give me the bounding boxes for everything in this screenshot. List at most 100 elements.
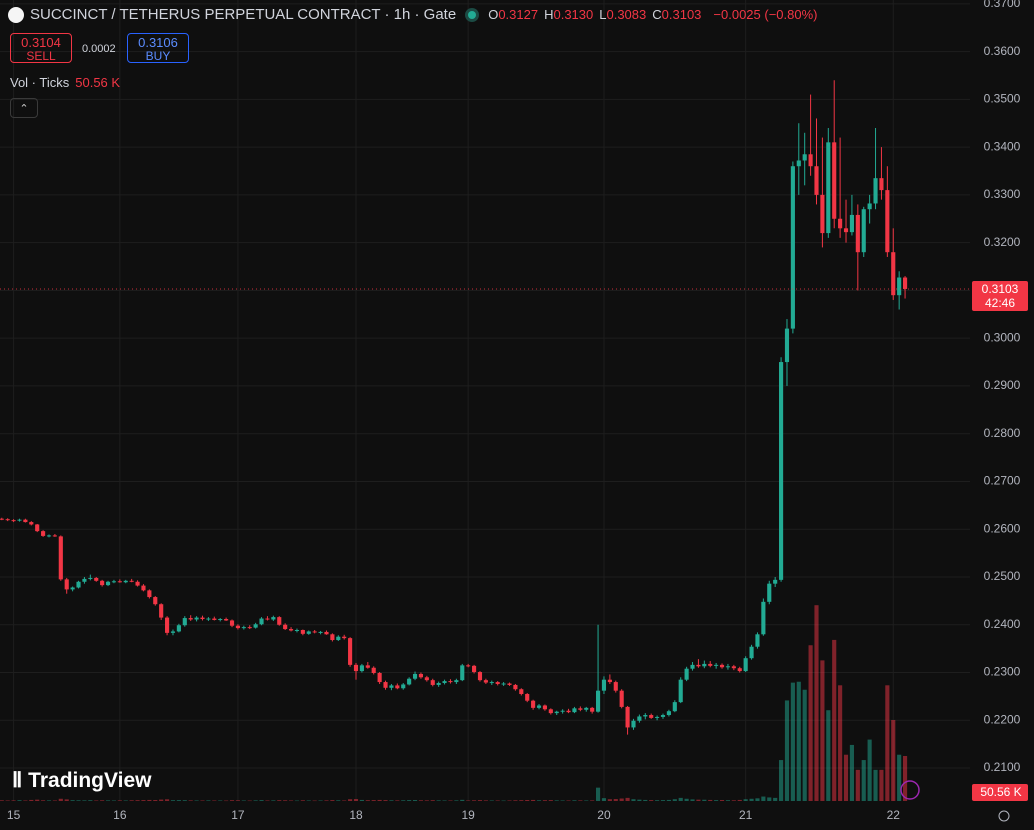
volume-bar xyxy=(52,800,57,801)
candle-body xyxy=(536,705,542,708)
candle-body xyxy=(525,694,530,701)
candle-body xyxy=(218,619,223,621)
symbol-title[interactable]: SUCCINCT / TETHERUS PERPETUAL CONTRACT ·… xyxy=(30,6,457,23)
volume-legend-value: 50.56 K xyxy=(75,75,121,90)
candle-body xyxy=(719,664,725,668)
volume-bar xyxy=(660,800,666,801)
sell-button[interactable]: 0.3104 SELL xyxy=(10,33,72,63)
candle-body xyxy=(649,715,654,718)
candle-body xyxy=(843,228,849,233)
volume-bar xyxy=(430,800,435,801)
volume-bar xyxy=(784,700,790,801)
candle-body xyxy=(873,178,878,204)
volume-bar xyxy=(725,800,731,801)
volume-bar xyxy=(64,799,69,801)
legend-value: 0.3083 xyxy=(606,7,647,22)
collapse-button[interactable]: ⌃ xyxy=(10,98,38,118)
candle-body xyxy=(141,585,146,591)
volume-bar xyxy=(897,754,902,801)
volume-bar xyxy=(247,800,252,802)
legend-key: L xyxy=(599,7,607,22)
volume-bar xyxy=(359,799,364,801)
candle-body xyxy=(566,710,571,713)
candle-body xyxy=(832,142,837,219)
candle-body xyxy=(123,580,128,583)
y-tick-label: 0.2400 xyxy=(984,617,1021,631)
volume-bar xyxy=(159,799,164,801)
candle-body xyxy=(601,679,607,691)
y-tick-label: 0.2700 xyxy=(984,474,1021,488)
settings-button[interactable] xyxy=(998,810,1010,822)
candle-body xyxy=(595,690,601,712)
change: −0.0025 (−0.80%) xyxy=(713,7,818,22)
candle-body xyxy=(519,689,524,695)
candle-body xyxy=(442,681,447,684)
last-price-label: 0.3103 xyxy=(982,282,1019,296)
buy-button[interactable]: 0.3106 BUY xyxy=(127,33,189,63)
volume-bar xyxy=(82,800,87,801)
candle-body xyxy=(672,702,677,712)
legend-item: H0.3130 xyxy=(544,7,593,22)
candle-body xyxy=(714,664,719,666)
volume-bar xyxy=(312,800,317,802)
volume-bar xyxy=(353,799,359,801)
candle-body xyxy=(176,625,181,632)
candle-body xyxy=(424,677,429,681)
volume-bar xyxy=(206,800,211,801)
y-tick-label: 0.2800 xyxy=(984,426,1021,440)
volume-bar xyxy=(643,799,648,801)
candle-body xyxy=(418,673,424,678)
legend-key: C xyxy=(652,7,662,22)
candle-body xyxy=(389,685,394,688)
volume-bar xyxy=(743,799,748,801)
x-tick-label: 21 xyxy=(739,808,753,822)
x-tick-label: 16 xyxy=(113,808,127,822)
candle-body xyxy=(430,680,435,685)
volume-bar xyxy=(283,800,288,801)
candle-body xyxy=(790,166,795,329)
candle-body xyxy=(477,672,483,681)
candle-body xyxy=(448,681,453,683)
candle-body xyxy=(70,587,75,590)
volume-bar xyxy=(607,799,612,801)
candle-body xyxy=(655,716,660,718)
candle-body xyxy=(773,579,778,584)
y-tick-label: 0.3200 xyxy=(984,235,1021,249)
volume-bar xyxy=(879,769,884,801)
x-tick-label: 19 xyxy=(461,808,475,822)
candle-body xyxy=(625,706,630,728)
candle-body xyxy=(395,685,400,689)
candle-body xyxy=(590,707,595,712)
candle-body xyxy=(897,277,902,296)
volume-bar xyxy=(519,800,524,801)
candle-body xyxy=(348,638,353,665)
volume-bar xyxy=(147,799,152,801)
volume-bar xyxy=(218,800,223,801)
candle-body xyxy=(300,630,305,634)
volume-bar xyxy=(5,800,10,801)
alert-button[interactable] xyxy=(900,780,920,800)
tradingview-logo: Ⅱ TradingView xyxy=(12,769,152,792)
candle-body xyxy=(454,680,459,683)
candle-body xyxy=(235,625,240,629)
candle-body xyxy=(294,630,300,632)
volume-bar xyxy=(749,798,754,801)
candle-body xyxy=(808,154,813,167)
volume-bar xyxy=(796,681,801,801)
volume-bar xyxy=(466,800,471,801)
volume-bar xyxy=(407,800,412,801)
volume-bar xyxy=(507,800,512,801)
volume-value-box xyxy=(972,784,1028,801)
volume-bar xyxy=(336,800,341,801)
candle-body xyxy=(572,708,577,713)
volume-bar xyxy=(29,799,34,801)
candle-body xyxy=(755,634,760,647)
candle-body xyxy=(619,690,624,707)
volume-bar xyxy=(141,800,146,801)
volume-bar xyxy=(170,800,176,801)
volume-bar xyxy=(472,800,477,801)
candle-body xyxy=(737,668,742,672)
candle-body xyxy=(283,624,288,630)
volume-bar xyxy=(838,685,843,801)
